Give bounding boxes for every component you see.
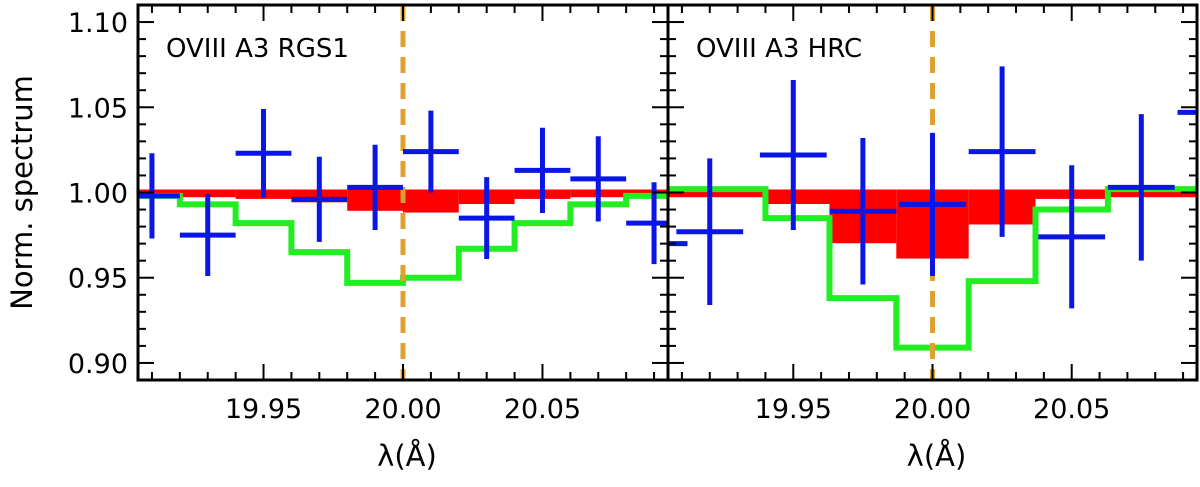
rgs1-data-point (138, 153, 180, 239)
hrc-data-point (1107, 114, 1175, 261)
rgs1-ytick-label: 1.10 (68, 8, 128, 39)
hrc-absorption-bin (1107, 189, 1197, 198)
hrc-xtick-label: 20.00 (894, 394, 971, 425)
hrc-x-axis-title: λ(Å) (907, 439, 967, 473)
hrc-data-point (1177, 109, 1197, 115)
hrc-data-point (1038, 165, 1106, 309)
rgs1-data-point (403, 110, 459, 193)
hrc-data-point (676, 158, 744, 305)
rgs1-ytick-label: 0.95 (68, 264, 128, 295)
hrc-absorption-bin (765, 189, 830, 205)
hrc-panel-title: OVIII A3 HRC (696, 34, 862, 64)
rgs1-data-point (235, 108, 292, 198)
rgs1-data-point (291, 156, 348, 242)
rgs1-absorption-bin (138, 189, 236, 198)
hrc-data-point (899, 132, 966, 277)
rgs1-data-point (570, 136, 627, 222)
rgs1-plot-area (138, 5, 668, 380)
rgs1-absorption-bin (403, 189, 459, 213)
rgs1-data-point (514, 127, 571, 213)
rgs1-data-point (347, 144, 403, 230)
rgs1-ytick-label: 1.00 (68, 179, 128, 210)
rgs1-data-point (458, 177, 515, 259)
hrc-xtick-label: 20.05 (1033, 394, 1110, 425)
hrc-absorption-bin (668, 189, 766, 198)
rgs1-x-axis-title: λ(Å) (377, 439, 437, 473)
hrc-xtick-label: 19.95 (755, 394, 832, 425)
rgs1-ytick-label: 0.90 (68, 349, 128, 380)
rgs1-absorption-bin (570, 189, 668, 198)
rgs1-data-point (626, 182, 668, 265)
rgs1-xtick-label: 20.05 (504, 394, 581, 425)
rgs1-xtick-label: 20.00 (364, 394, 441, 425)
rgs1-ytick-label: 1.05 (68, 93, 128, 124)
rgs1-panel-title: OVIII A3 RGS1 (166, 34, 349, 64)
hrc-data-point (968, 66, 1036, 237)
rgs1-data-point (179, 194, 236, 277)
hrc-data-point (759, 80, 827, 230)
rgs1-y-axis-title: Norm. spectrum (5, 75, 39, 310)
hrc-plot-area (668, 5, 1197, 380)
hrc-data-point (829, 137, 897, 285)
rgs1-xtick-label: 19.95 (225, 394, 302, 425)
hrc-data-point (668, 241, 688, 247)
